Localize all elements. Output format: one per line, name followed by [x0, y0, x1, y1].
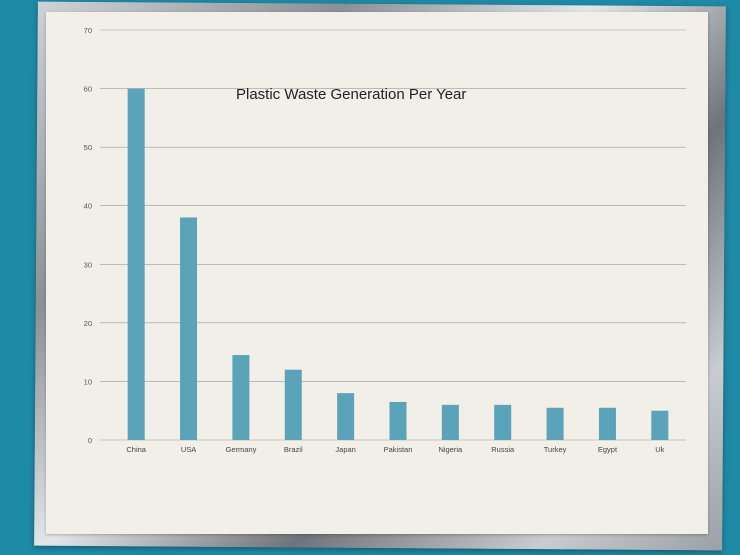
y-tick-label: 70: [84, 26, 92, 35]
y-tick-label: 0: [88, 436, 92, 445]
bar-brazil: [284, 369, 302, 440]
y-tick-label: 40: [84, 202, 92, 211]
x-axis: China USA Germany Brazil Japan Pakistan Nigeri…: [126, 445, 664, 454]
chart-title: Plastic Waste Generation Per Year: [236, 86, 466, 103]
bar-uk: [651, 410, 669, 440]
y-axis: 0 10 20 30 40 50 60 70: [84, 26, 92, 445]
y-tick-label: 10: [84, 377, 92, 386]
y-tick-label: 50: [84, 143, 92, 152]
bar-turkey: [546, 407, 564, 440]
bar-japan: [337, 393, 355, 440]
bar-china: [127, 88, 145, 441]
bar-pakistan: [389, 401, 407, 440]
x-tick-label: Pakistan: [384, 445, 413, 454]
bar-nigeria: [441, 404, 459, 440]
bar-usa: [180, 217, 198, 440]
x-tick-label: Germany: [225, 445, 256, 454]
x-tick-label: Nigeria: [438, 445, 463, 454]
bar-egypt: [598, 407, 616, 440]
paper-sheet: [46, 12, 708, 534]
y-tick-label: 30: [84, 260, 92, 269]
x-tick-label: Russia: [491, 445, 515, 454]
x-tick-label: Brazil: [284, 445, 303, 454]
x-tick-label: Turkey: [544, 445, 567, 454]
x-tick-label: USA: [181, 445, 196, 454]
x-tick-label: Uk: [655, 445, 664, 454]
x-tick-label: Egypt: [598, 445, 618, 454]
x-tick-label: China: [126, 445, 146, 454]
x-tick-label: Japan: [335, 445, 355, 454]
y-tick-label: 20: [84, 319, 92, 328]
bar-russia: [494, 404, 512, 440]
bar-germany: [232, 355, 250, 440]
bars: [127, 88, 669, 441]
gridlines: [100, 29, 686, 441]
y-tick-label: 60: [84, 85, 92, 94]
